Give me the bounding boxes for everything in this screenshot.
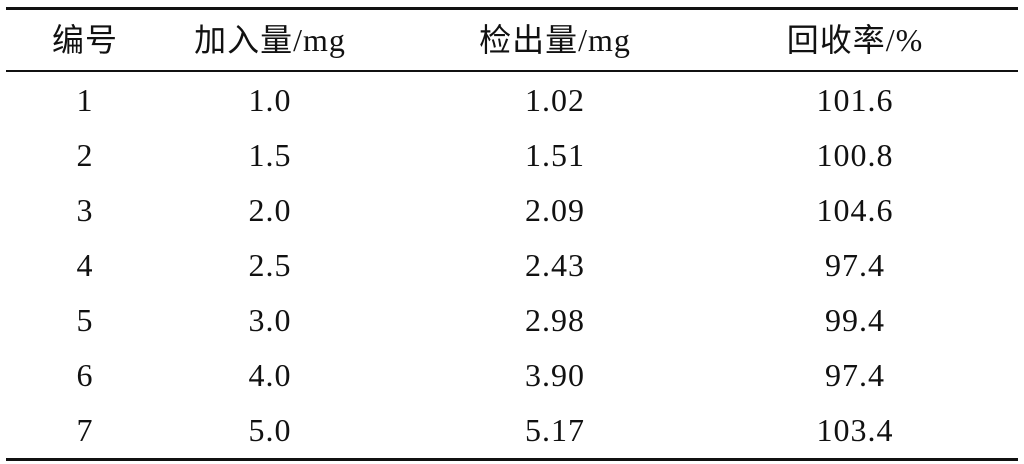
table-cell: 1 [76, 81, 94, 118]
table-cell: 2 [76, 136, 94, 173]
table-cell: 2.5 [248, 247, 292, 283]
top-rule [6, 7, 1018, 10]
header-cell: 回收率/% [786, 22, 924, 58]
table-cell: 1.0 [248, 81, 292, 118]
table-cell: 7 [76, 412, 94, 449]
table-cell: 104.6 [816, 191, 894, 228]
table-cell: 5 [76, 302, 94, 339]
table-cell: 97.4 [825, 357, 885, 394]
table-cell: 100.8 [816, 136, 894, 173]
bottom-rule [6, 458, 1018, 461]
header-cell: 加入量/mg [194, 22, 346, 58]
table-cell: 4.0 [248, 357, 292, 394]
table-cell: 4 [76, 247, 94, 283]
table-cell: 1.5 [248, 136, 292, 173]
header-rule [6, 70, 1018, 72]
table-cell: 101.6 [816, 81, 894, 118]
table-cell: 99.4 [825, 302, 885, 339]
table-cell: 6 [76, 357, 94, 394]
table-cell: 2.43 [525, 247, 585, 283]
table-cell: 5.17 [525, 412, 585, 449]
table-cell: 3.0 [248, 302, 292, 339]
table-cell: 1.02 [525, 81, 585, 118]
table-cell: 3 [76, 191, 94, 228]
header-cell: 检出量/mg [479, 22, 631, 58]
table-cell: 1.51 [525, 136, 585, 173]
table-cell: 103.4 [816, 412, 894, 449]
table-cell: 3.90 [525, 357, 585, 394]
table-cell: 5.0 [248, 412, 292, 449]
table-cell: 2.98 [525, 302, 585, 339]
table-cell: 2.0 [248, 191, 292, 228]
table-cell: 2.09 [525, 191, 585, 228]
header-cell: 编号 [51, 22, 118, 58]
table-cell: 97.4 [825, 247, 885, 283]
